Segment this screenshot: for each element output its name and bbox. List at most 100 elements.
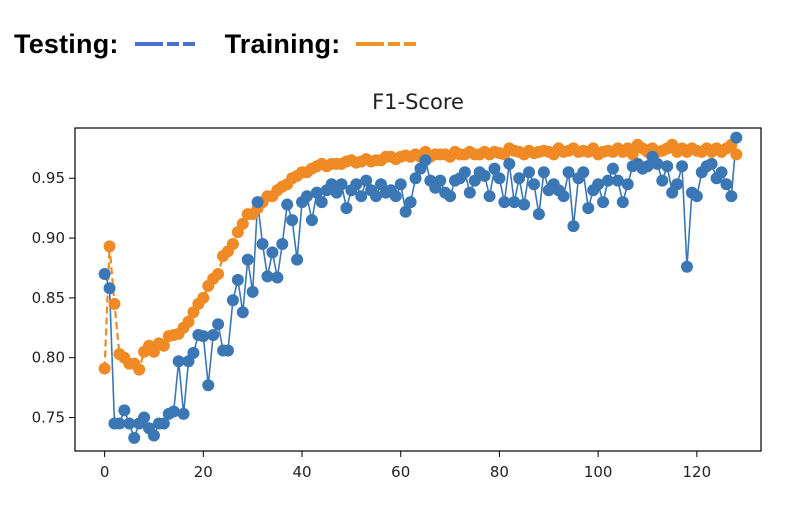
testing-point	[291, 253, 304, 266]
legend: Testing: Training:	[14, 22, 446, 66]
testing-point	[226, 294, 239, 307]
training-point	[133, 363, 146, 376]
testing-point	[498, 196, 511, 209]
testing-point	[562, 166, 575, 179]
testing-point	[103, 282, 116, 295]
testing-point	[177, 407, 190, 420]
testing-point	[113, 417, 126, 430]
testing-point	[557, 190, 570, 203]
testing-point	[236, 306, 249, 319]
testing-point	[611, 174, 624, 187]
testing-point	[671, 178, 684, 191]
testing-point	[532, 208, 545, 221]
testing-point	[503, 157, 516, 170]
testing-point	[602, 174, 615, 187]
training-point	[226, 238, 239, 251]
testing-point	[463, 186, 476, 199]
training-point	[98, 362, 111, 375]
testing-point	[310, 186, 323, 199]
testing-point	[98, 267, 111, 280]
testing-point	[251, 196, 264, 209]
testing-point	[444, 190, 457, 203]
testing-point	[246, 285, 259, 298]
testing-point	[266, 246, 279, 259]
x-tick-label: 80	[490, 463, 509, 481]
testing-point	[305, 214, 318, 227]
testing-point	[597, 196, 610, 209]
training-point	[212, 267, 225, 280]
testing-point	[340, 202, 353, 215]
testing-point	[523, 166, 536, 179]
training-point	[626, 148, 639, 161]
testing-point	[147, 429, 160, 442]
testing-point	[360, 174, 373, 187]
training-point	[157, 339, 170, 352]
testing-point	[281, 198, 294, 211]
x-tick-label: 60	[391, 463, 410, 481]
testing-point	[715, 166, 728, 179]
legend-swatch-testing	[134, 42, 197, 46]
y-tick-label: 0.85	[32, 289, 65, 307]
legend-label-testing: Testing:	[14, 28, 119, 59]
testing-point	[123, 417, 136, 430]
testing-point	[231, 273, 244, 286]
testing-point	[157, 417, 170, 430]
testing-point	[221, 344, 234, 357]
testing-point	[567, 220, 580, 233]
testing-point	[725, 190, 738, 203]
y-tick-label: 0.95	[32, 169, 65, 187]
testing-point	[207, 328, 220, 341]
testing-point	[493, 172, 506, 185]
testing-point	[197, 330, 210, 343]
legend-swatch-training	[356, 42, 419, 46]
testing-point	[335, 178, 348, 191]
testing-point	[167, 405, 180, 418]
training-point	[108, 297, 121, 310]
testing-point	[676, 160, 689, 173]
x-tick-label: 0	[100, 463, 110, 481]
testing-point	[128, 431, 141, 444]
testing-point	[592, 178, 605, 191]
testing-point	[271, 271, 284, 284]
testing-point	[730, 131, 743, 144]
testing-point	[616, 196, 629, 209]
testing-point	[483, 190, 496, 203]
testing-point	[680, 260, 693, 273]
testing-point	[212, 318, 225, 331]
testing-point	[518, 198, 531, 211]
testing-point	[577, 166, 590, 179]
testing-point	[315, 196, 328, 209]
testing-point	[172, 355, 185, 368]
testing-point	[458, 166, 471, 179]
x-tick-label: 120	[683, 463, 712, 481]
testing-point	[621, 178, 634, 191]
testing-point	[527, 178, 540, 191]
testing-point	[399, 205, 412, 218]
testing-point	[478, 169, 491, 182]
testing-point	[276, 238, 289, 251]
testing-point	[404, 196, 417, 209]
x-tick-label: 20	[194, 463, 213, 481]
y-tick-label: 0.90	[32, 229, 65, 247]
testing-point	[705, 157, 718, 170]
plot-frame	[74, 127, 762, 452]
training-point	[182, 315, 195, 328]
testing-point	[661, 160, 674, 173]
chart-title: F1-Score	[372, 90, 464, 114]
testing-point	[508, 196, 521, 209]
testing-point	[202, 379, 215, 392]
training-point	[197, 291, 210, 304]
testing-point	[286, 214, 299, 227]
testing-series-line	[103, 137, 738, 441]
testing-point	[389, 190, 402, 203]
testing-point	[434, 174, 447, 187]
testing-point	[350, 178, 363, 191]
testing-point	[651, 157, 664, 170]
training-point	[730, 148, 743, 161]
testing-point	[241, 253, 254, 266]
training-point	[103, 240, 116, 253]
testing-point	[370, 190, 383, 203]
testing-point	[300, 190, 313, 203]
testing-point	[355, 190, 368, 203]
